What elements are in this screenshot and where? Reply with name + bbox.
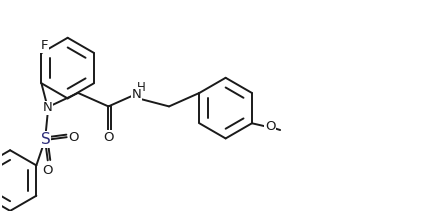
- Text: S: S: [41, 132, 51, 147]
- Text: O: O: [265, 120, 275, 133]
- Text: N: N: [43, 101, 52, 114]
- Text: O: O: [69, 131, 79, 144]
- Text: N: N: [132, 88, 141, 101]
- Text: O: O: [103, 131, 114, 144]
- Text: O: O: [43, 163, 53, 177]
- Text: H: H: [136, 81, 145, 93]
- Text: F: F: [41, 39, 49, 52]
